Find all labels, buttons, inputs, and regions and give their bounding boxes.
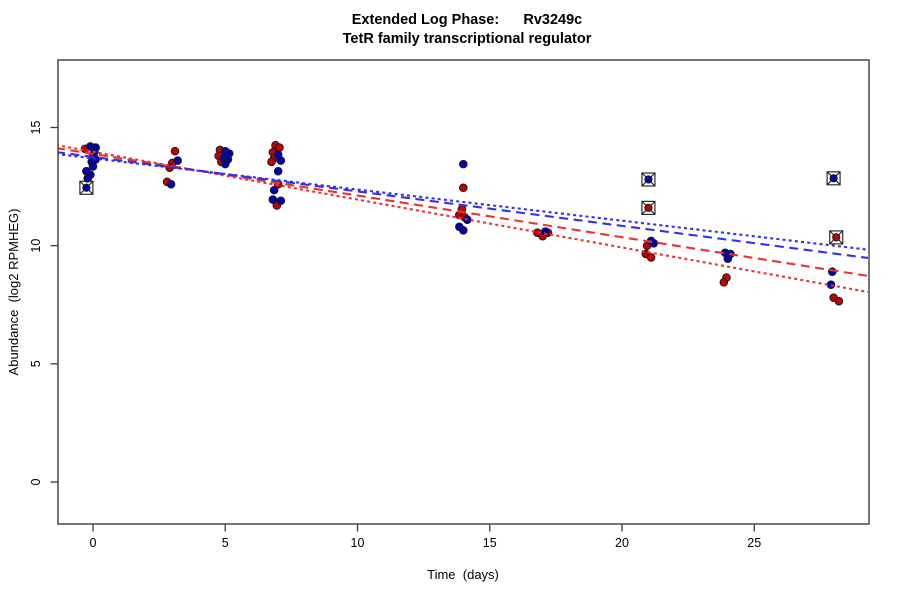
data-point-red [719, 278, 729, 287]
y-tick-label: 0 [29, 478, 43, 485]
data-point-blue [83, 174, 93, 183]
data-points [79, 140, 844, 306]
x-tick-label: 15 [483, 536, 497, 550]
data-point-blue [540, 227, 550, 236]
plot-box [57, 59, 870, 525]
data-point-red [267, 157, 276, 167]
y-tick-label: 15 [29, 121, 43, 135]
outlier-marker-red [641, 200, 656, 215]
outlier-marker-blue [79, 180, 94, 195]
data-point-blue [649, 239, 659, 248]
axes: 0 5 10 15 20 25 0 5 10 15 [29, 121, 761, 550]
x-axis-label: Time (days) [427, 567, 499, 582]
outlier-marker-red [829, 230, 844, 245]
data-point-blue [459, 159, 468, 169]
trend-line-blue-dotted [58, 153, 869, 251]
x-tick-label: 25 [747, 536, 761, 550]
x-tick-label: 5 [222, 536, 229, 550]
y-tick-label: 10 [29, 239, 43, 253]
data-point-blue [88, 162, 98, 171]
data-point-blue [166, 179, 176, 189]
outlier-marker-blue [826, 171, 841, 186]
x-tick-label: 10 [351, 536, 365, 550]
data-point-blue [459, 226, 468, 235]
chart-title: Extended Log Phase: Rv3249c [352, 12, 582, 28]
data-point-blue [173, 156, 182, 165]
data-point-blue [276, 156, 286, 165]
outlier-marker-blue [641, 172, 656, 187]
y-axis-label: Abundance (log2 RPMHEG) [6, 209, 21, 376]
data-point-red [275, 143, 284, 152]
y-tick-label: 5 [29, 360, 43, 367]
data-point-blue [268, 195, 278, 204]
x-tick-label: 20 [615, 536, 629, 550]
chart-subtitle: TetR family transcriptional regulator [343, 31, 592, 47]
data-point-blue [269, 185, 279, 195]
x-tick-label: 0 [90, 536, 97, 550]
trend-line-blue-longdash [58, 151, 869, 260]
data-point-red [459, 183, 468, 193]
data-point-red [834, 296, 844, 306]
data-point-blue [273, 166, 283, 176]
data-point-blue [276, 196, 286, 206]
data-point-blue [723, 254, 733, 263]
trend-lines [58, 144, 869, 294]
data-point-red [646, 253, 656, 262]
data-point-red [170, 146, 180, 156]
data-point-blue [220, 159, 230, 169]
